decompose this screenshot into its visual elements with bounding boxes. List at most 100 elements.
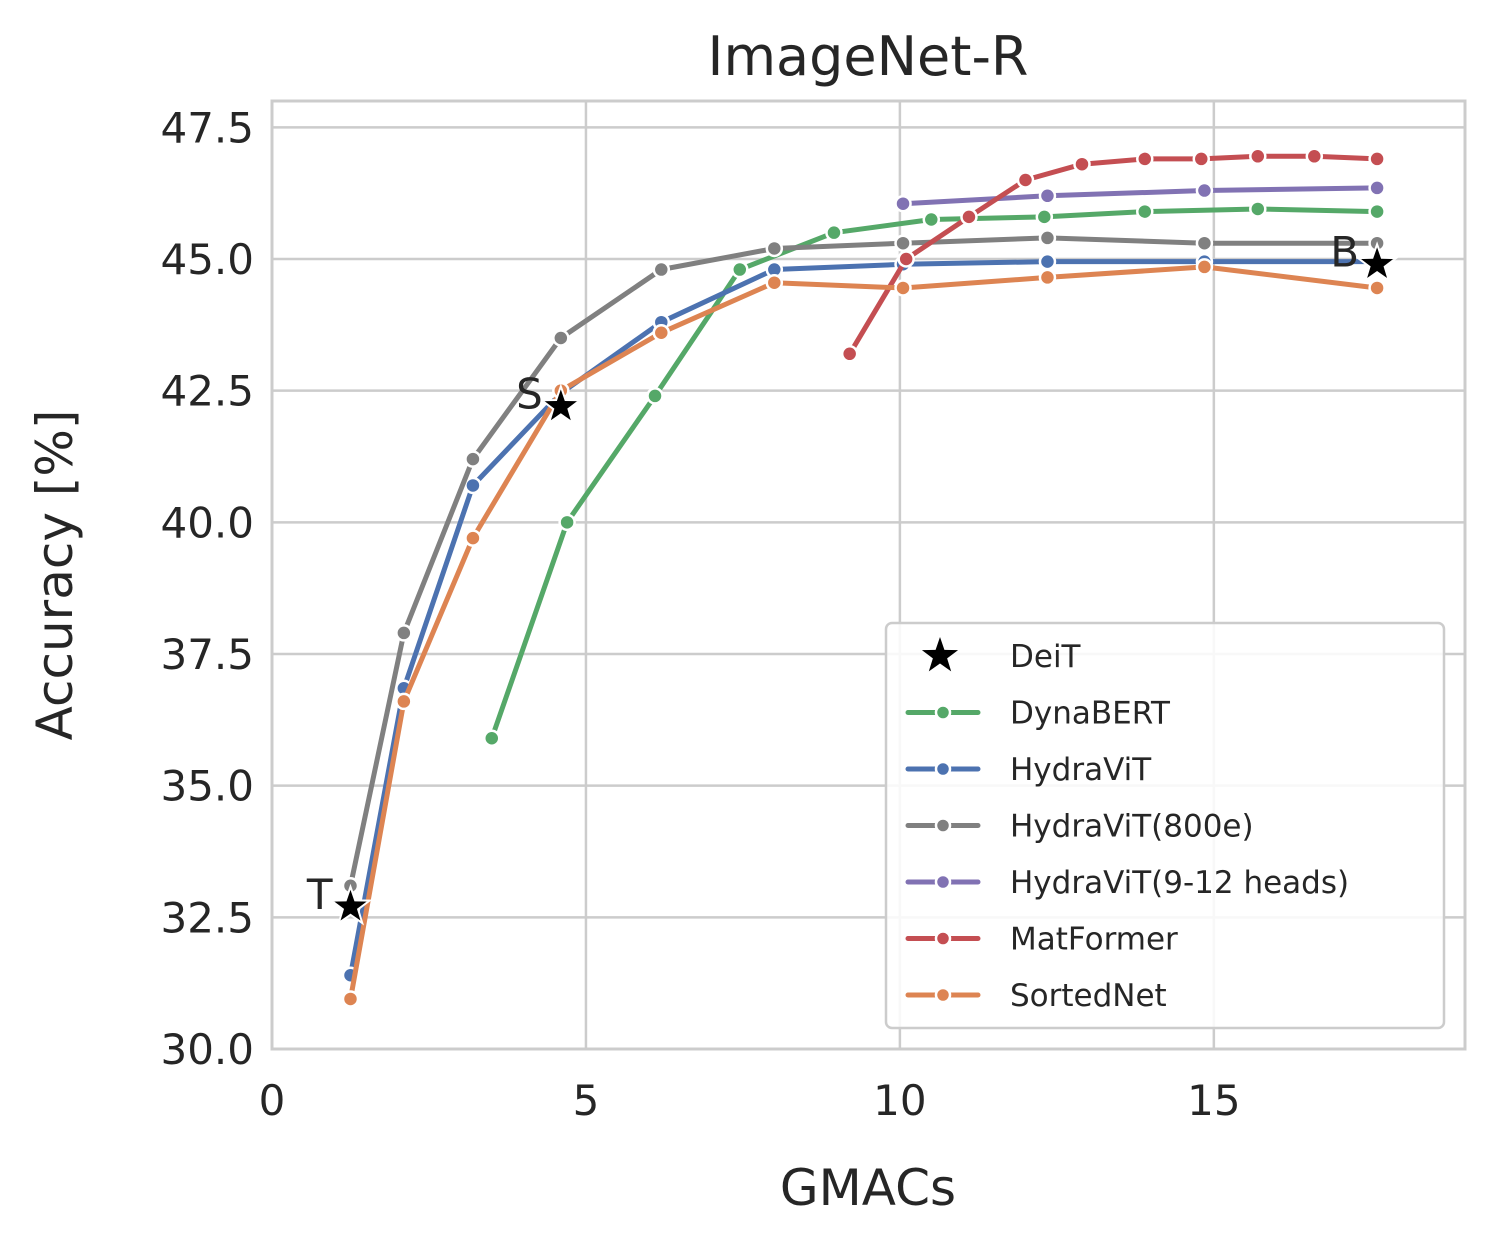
legend-item-matformer: MatFormer bbox=[905, 922, 1178, 958]
y-tick-label: 42.5 bbox=[160, 367, 254, 416]
legend-marker-icon bbox=[934, 930, 952, 947]
x-tick-label: 5 bbox=[573, 1076, 600, 1125]
data-point-matformer bbox=[960, 208, 978, 226]
x-axis-label: GMACs bbox=[780, 1159, 956, 1217]
legend-item-hydravit: HydraViT bbox=[905, 752, 1152, 788]
data-point-hydravit bbox=[464, 476, 482, 495]
legend-item-deit: DeiT bbox=[921, 637, 1082, 675]
data-point-dynabert bbox=[1368, 202, 1386, 221]
data-point-matformer bbox=[1192, 150, 1211, 168]
data-point-hydravit-800e bbox=[395, 624, 413, 642]
y-tick-label: 35.0 bbox=[160, 762, 254, 811]
data-point-hydravit-800e bbox=[1195, 234, 1214, 252]
legend-label: MatFormer bbox=[1010, 922, 1178, 958]
data-point-dynabert bbox=[1035, 208, 1054, 226]
data-point-sortednet bbox=[464, 529, 482, 547]
data-point-dynabert bbox=[922, 210, 941, 229]
chart-title: ImageNet-R bbox=[708, 25, 1029, 88]
data-point-dynabert bbox=[1249, 200, 1267, 218]
y-tick-label: 30.0 bbox=[160, 1025, 254, 1074]
series-line-hydravit-800e bbox=[348, 235, 1380, 889]
x-ticks: 0 5 10 15 bbox=[259, 1076, 1241, 1125]
data-point-sortednet bbox=[652, 323, 671, 342]
legend-marker-icon bbox=[934, 986, 952, 1004]
data-point-hydravit-9-12-heads bbox=[894, 194, 912, 213]
data-point-dynabert bbox=[646, 387, 664, 405]
data-point-hydravit-9-12-heads bbox=[1368, 179, 1386, 197]
data-point-hydravit-800e bbox=[552, 329, 570, 347]
y-tick-label: 37.5 bbox=[160, 630, 254, 679]
deit-label-s: S bbox=[516, 369, 543, 418]
legend-item-sortednet: SortedNet bbox=[905, 978, 1167, 1014]
legend-item-dynabert: DynaBERT bbox=[905, 696, 1171, 732]
data-point-matformer bbox=[1249, 147, 1267, 166]
y-ticks: 30.0 32.5 35.0 37.5 40.0 42.5 45.0 47.5 bbox=[160, 103, 254, 1074]
data-point-sortednet bbox=[395, 692, 413, 711]
data-point-hydravit-800e bbox=[1038, 229, 1057, 247]
series-line-hydravit-9-12-heads bbox=[900, 185, 1380, 207]
data-point-hydravit-800e bbox=[464, 450, 482, 468]
legend-item-hydravit-9-12-heads: HydraViT(9-12 heads) bbox=[905, 865, 1349, 901]
legend-marker-icon bbox=[934, 817, 952, 834]
plot-frame bbox=[270, 99, 1467, 1051]
data-point-sortednet bbox=[1038, 268, 1057, 287]
legend-item-hydravit-800e: HydraViT(800e) bbox=[905, 809, 1254, 845]
series-matformer bbox=[840, 147, 1386, 363]
legend-box bbox=[884, 621, 1446, 1030]
data-point-dynabert bbox=[731, 260, 749, 279]
deit-star-s bbox=[538, 383, 583, 426]
data-point-sortednet bbox=[765, 273, 784, 292]
data-point-matformer bbox=[1016, 171, 1035, 189]
legend-label: DeiT bbox=[1010, 639, 1082, 675]
data-point-sortednet bbox=[894, 279, 912, 297]
y-tick-label: 47.5 bbox=[160, 103, 254, 152]
data-point-hydravit-800e bbox=[765, 239, 784, 258]
data-point-hydravit-800e bbox=[894, 234, 912, 252]
x-tick-label: 15 bbox=[1187, 1076, 1240, 1125]
deit-label-b: B bbox=[1330, 227, 1359, 276]
deit-star-b bbox=[1355, 241, 1400, 283]
deit-markers: T S B bbox=[306, 227, 1400, 926]
legend-marker-icon bbox=[934, 873, 952, 891]
data-point-dynabert bbox=[825, 223, 843, 242]
legend-label: HydraViT bbox=[1010, 752, 1152, 788]
legend-label: SortedNet bbox=[1010, 978, 1167, 1014]
x-tick-label: 0 bbox=[259, 1076, 286, 1125]
data-point-sortednet bbox=[1195, 258, 1214, 276]
data-point-hydravit-9-12-heads bbox=[1195, 181, 1214, 200]
data-point-dynabert bbox=[1136, 202, 1154, 221]
data-point-matformer bbox=[1368, 150, 1386, 168]
legend-marker-icon bbox=[934, 760, 952, 778]
series-line-sortednet bbox=[348, 264, 1380, 1002]
series-hydravit-9-12-heads bbox=[894, 179, 1386, 213]
legend-label: HydraViT(800e) bbox=[1010, 809, 1254, 845]
series-dynabert bbox=[483, 200, 1386, 748]
y-tick-label: 45.0 bbox=[160, 235, 254, 284]
data-point-hydravit-9-12-heads bbox=[1038, 187, 1057, 205]
deit-label-t: T bbox=[306, 870, 333, 919]
data-point-sortednet bbox=[341, 990, 360, 1008]
y-tick-label: 32.5 bbox=[160, 893, 254, 942]
data-point-matformer bbox=[897, 250, 915, 268]
data-point-hydravit bbox=[1038, 252, 1057, 271]
y-axis-label: Accuracy [%] bbox=[26, 410, 84, 741]
data-point-matformer bbox=[1136, 150, 1154, 168]
legend-marker-icon bbox=[934, 704, 952, 721]
data-point-hydravit-800e bbox=[652, 260, 671, 279]
series-hydravit-800e bbox=[341, 229, 1386, 895]
data-point-matformer bbox=[1305, 147, 1324, 166]
series-layer bbox=[341, 147, 1386, 1008]
legend-label: DynaBERT bbox=[1010, 696, 1171, 732]
data-point-dynabert bbox=[558, 513, 576, 532]
data-point-dynabert bbox=[483, 729, 501, 748]
legend: DeiT DynaBERT HydraViT HydraViT(800e) HydraV… bbox=[884, 621, 1446, 1030]
data-point-sortednet bbox=[1368, 279, 1386, 297]
y-tick-label: 40.0 bbox=[160, 498, 254, 547]
series-line-dynabert bbox=[489, 206, 1380, 741]
x-tick-label: 10 bbox=[873, 1076, 926, 1125]
legend-label: HydraViT(9-12 heads) bbox=[1010, 865, 1349, 901]
series-line-matformer bbox=[847, 153, 1380, 357]
series-line-hydravit bbox=[348, 259, 1380, 978]
data-point-matformer bbox=[840, 345, 859, 363]
